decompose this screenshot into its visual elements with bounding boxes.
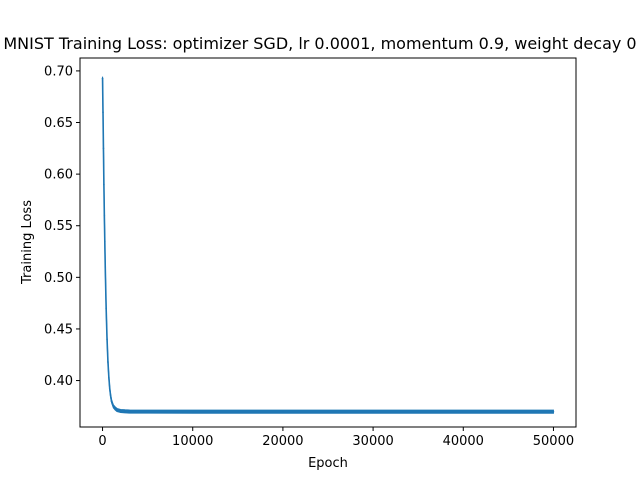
data-point xyxy=(107,361,109,363)
data-point xyxy=(106,338,108,341)
data-point xyxy=(108,376,110,379)
y-axis-label: Training Loss xyxy=(20,200,35,285)
data-point xyxy=(372,410,374,413)
y-tick-label: 0.65 xyxy=(44,116,73,131)
data-point xyxy=(237,410,239,413)
data-point xyxy=(117,409,120,412)
y-tick-label: 0.45 xyxy=(44,322,73,337)
data-point xyxy=(102,111,104,113)
y-tick-label: 0.40 xyxy=(44,374,73,389)
data-point xyxy=(507,410,510,413)
data-point xyxy=(327,410,329,413)
y-tick-label: 0.50 xyxy=(44,271,73,286)
x-axis-label: Epoch xyxy=(308,456,348,471)
data-point xyxy=(109,395,112,397)
x-tick-label: 30000 xyxy=(352,434,393,449)
data-point xyxy=(103,214,106,217)
data-point xyxy=(552,410,555,413)
data-point xyxy=(462,410,465,413)
data-point xyxy=(105,307,107,310)
data-point xyxy=(102,147,105,150)
data-point xyxy=(108,388,111,390)
data-point xyxy=(124,410,126,413)
data-point xyxy=(104,240,106,243)
y-tick-label: 0.70 xyxy=(44,64,73,79)
plot-frame xyxy=(79,57,577,428)
y-tick-label: 0.55 xyxy=(44,219,73,234)
data-point xyxy=(128,410,131,413)
x-tick-label: 10000 xyxy=(172,434,213,449)
data-point xyxy=(114,407,116,410)
data-point xyxy=(104,266,107,268)
x-tick-label: 50000 xyxy=(533,434,574,449)
data-point xyxy=(146,410,149,413)
data-point xyxy=(191,410,194,413)
series-line xyxy=(101,78,554,413)
data-point xyxy=(101,77,104,79)
data-point xyxy=(417,410,419,413)
data-point xyxy=(116,409,118,411)
data-point xyxy=(110,400,113,403)
chart-title: MNIST Training Loss: optimizer SGD, lr 0… xyxy=(3,34,636,53)
data-point xyxy=(103,183,105,186)
data-point xyxy=(112,405,115,408)
x-tick-label: 40000 xyxy=(443,434,484,449)
x-tick-label: 0 xyxy=(98,434,106,449)
series-band xyxy=(102,76,554,414)
data-point xyxy=(119,410,122,412)
x-tick-label: 20000 xyxy=(262,434,303,449)
data-point xyxy=(282,410,284,413)
y-tick-label: 0.60 xyxy=(44,168,73,183)
data-point xyxy=(137,410,140,413)
